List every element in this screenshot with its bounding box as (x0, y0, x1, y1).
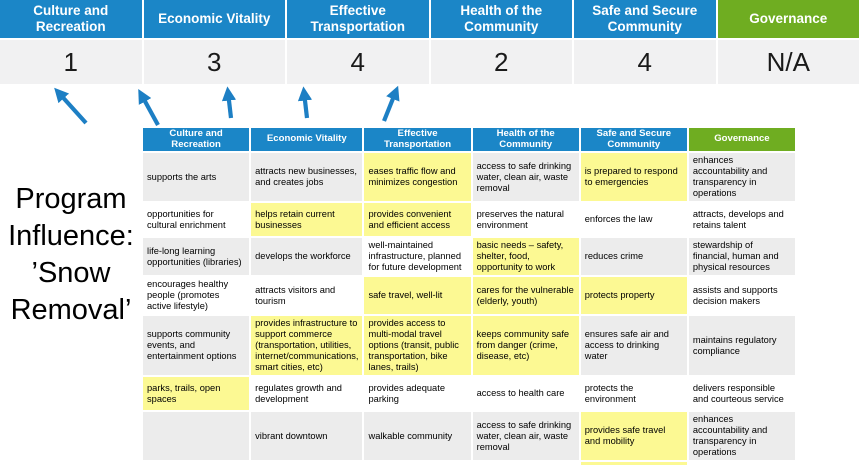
matrix-cell-r2-economic-vitality: helps retain current businesses (251, 203, 363, 236)
score-value-culture-and-recreation: 1 (0, 40, 142, 84)
score-value-health-of-the-community: 2 (430, 40, 572, 84)
score-category-culture-and-recreation: Culture and Recreation (0, 0, 142, 38)
program-influence-label: Program Influence: ’Snow Removal’ (8, 183, 134, 326)
matrix-cell-r8-effective-transportation (364, 462, 471, 465)
community-matrix-table: Culture and Recreation Economic Vitality E… (143, 128, 795, 465)
matrix-cell-r6-health-of-the-community: access to health care (472, 377, 579, 410)
score-value-effective-transportation: 4 (287, 40, 429, 84)
score-category-economic-vitality: Economic Vitality (143, 0, 285, 38)
matrix-cell-r3-governance: stewardship of financial, human and phys… (688, 238, 795, 275)
matrix-cell-r4-governance: assists and supports decision makers (688, 277, 795, 314)
matrix-cell-r7-safe-and-secure-community: provides safe travel and mobility (580, 412, 687, 460)
matrix-cell-r5-governance: maintains regulatory compliance (688, 316, 795, 375)
matrix-cell-r7-effective-transportation: walkable community (364, 412, 471, 460)
matrix-cell-r8-health-of-the-community (472, 462, 579, 465)
matrix-header-health-of-the-community: Health of the Community (472, 128, 579, 151)
up-arrow-icon (138, 88, 160, 127)
matrix-cell-r2-safe-and-secure-community: enforces the law (580, 203, 687, 236)
matrix-cell-r8-governance (688, 462, 795, 465)
matrix-cell-r6-culture-and-recreation: parks, trails, open spaces (143, 377, 250, 410)
score-value-economic-vitality: 3 (143, 40, 285, 84)
score-category-effective-transportation: Effective Transportation (287, 0, 429, 38)
matrix-cell-r4-health-of-the-community: cares for the vulnerable (elderly, youth… (472, 277, 579, 314)
score-value-governance: N/A (717, 40, 859, 84)
matrix-cell-r7-culture-and-recreation (143, 412, 250, 460)
matrix-cell-r7-governance: enhances accountability and transparency… (688, 412, 795, 460)
matrix-cell-r1-culture-and-recreation: supports the arts (143, 153, 250, 201)
up-arrow-icon (221, 86, 237, 119)
score-category-health-of-the-community: Health of the Community (430, 0, 572, 38)
matrix-cell-r3-economic-vitality: develops the workforce (251, 238, 363, 275)
matrix-header-effective-transportation: Effective Transportation (364, 128, 471, 151)
matrix-cell-r3-effective-transportation: well-maintained infrastructure, planned … (364, 238, 471, 275)
scoreboard: Culture and Recreation Economic Vitality E… (0, 0, 859, 84)
matrix-cell-r3-health-of-the-community: basic needs – safety, shelter, food, opp… (472, 238, 579, 275)
matrix-cell-r2-effective-transportation: provides convenient and efficient access (364, 203, 471, 236)
matrix-cell-r8-economic-vitality (251, 462, 363, 465)
matrix-cell-r2-governance: attracts, develops and retains talent (688, 203, 795, 236)
matrix-cell-r5-effective-transportation: provides access to multi-modal travel op… (364, 316, 471, 375)
matrix-cell-r4-culture-and-recreation: encourages healthy people (promotes acti… (143, 277, 250, 314)
matrix-cell-r5-economic-vitality: provides infrastructure to support comme… (251, 316, 363, 375)
matrix-cell-r2-health-of-the-community: preserves the natural environment (472, 203, 579, 236)
matrix-cell-r2-culture-and-recreation: opportunities for cultural enrichment (143, 203, 250, 236)
matrix-header-economic-vitality: Economic Vitality (251, 128, 363, 151)
matrix-cell-r6-effective-transportation: provides adequate parking (364, 377, 471, 410)
up-arrow-icon (297, 86, 313, 119)
matrix-cell-r3-culture-and-recreation: life-long learning opportunities (librar… (143, 238, 250, 275)
matrix-cell-r6-economic-vitality: regulates growth and development (251, 377, 363, 410)
matrix-cell-r6-governance: delivers responsible and courteous servi… (688, 377, 795, 410)
matrix-cell-r1-economic-vitality: attracts new businesses, and creates job… (251, 153, 363, 201)
matrix-cell-r1-effective-transportation: eases traffic flow and minimizes congest… (364, 153, 471, 201)
matrix-header-governance: Governance (688, 128, 795, 151)
matrix-cell-r5-safe-and-secure-community: ensures safe air and access to drinking … (580, 316, 687, 375)
matrix-header-culture-and-recreation: Culture and Recreation (143, 128, 250, 151)
matrix-cell-r8-culture-and-recreation (143, 462, 250, 465)
matrix-cell-r1-health-of-the-community: access to safe drinking water, clean air… (472, 153, 579, 201)
matrix-cell-r6-safe-and-secure-community: protects the environment (580, 377, 687, 410)
matrix-cell-r7-economic-vitality: vibrant downtown (251, 412, 363, 460)
score-value-safe-and-secure-community: 4 (574, 40, 716, 84)
score-category-safe-and-secure-community: Safe and Secure Community (574, 0, 716, 38)
matrix-cell-r5-health-of-the-community: keeps community safe from danger (crime,… (472, 316, 579, 375)
matrix-cell-r5-culture-and-recreation: supports community events, and entertain… (143, 316, 250, 375)
matrix-cell-r4-economic-vitality: attracts visitors and tourism (251, 277, 363, 314)
matrix-cell-r1-governance: enhances accountability and transparency… (688, 153, 795, 201)
matrix-cell-r1-safe-and-secure-community: is prepared to respond to emergencies (580, 153, 687, 201)
up-arrow-icon (382, 85, 400, 122)
matrix-cell-r4-effective-transportation: safe travel, well-lit (364, 277, 471, 314)
matrix-cell-r8-safe-and-secure-community: looks after it's most vulnerable (580, 462, 687, 465)
score-arrows (54, 85, 400, 127)
up-arrow-icon (54, 87, 88, 125)
matrix-cell-r3-safe-and-secure-community: reduces crime (580, 238, 687, 275)
matrix-header-safe-and-secure-community: Safe and Secure Community (580, 128, 687, 151)
matrix-cell-r7-health-of-the-community: access to safe drinking water, clean air… (472, 412, 579, 460)
matrix-cell-r4-safe-and-secure-community: protects property (580, 277, 687, 314)
score-category-governance: Governance (717, 0, 859, 38)
